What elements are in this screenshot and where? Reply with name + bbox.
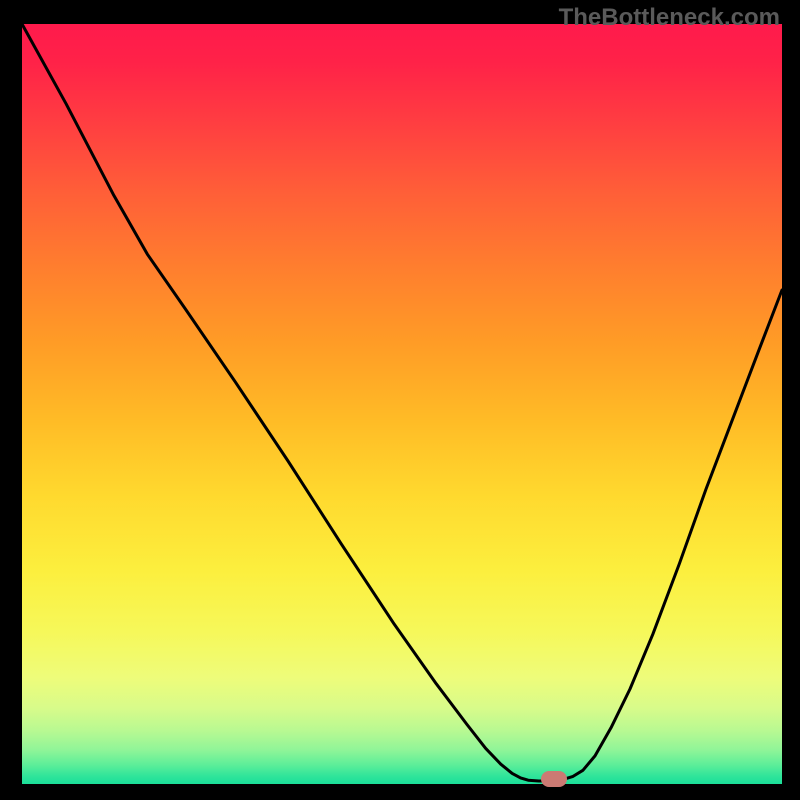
bottleneck-curve [22,24,782,781]
chart-stage: TheBottleneck.com [0,0,800,800]
bottleneck-curve-svg [0,0,800,800]
highlight-marker [542,772,566,786]
